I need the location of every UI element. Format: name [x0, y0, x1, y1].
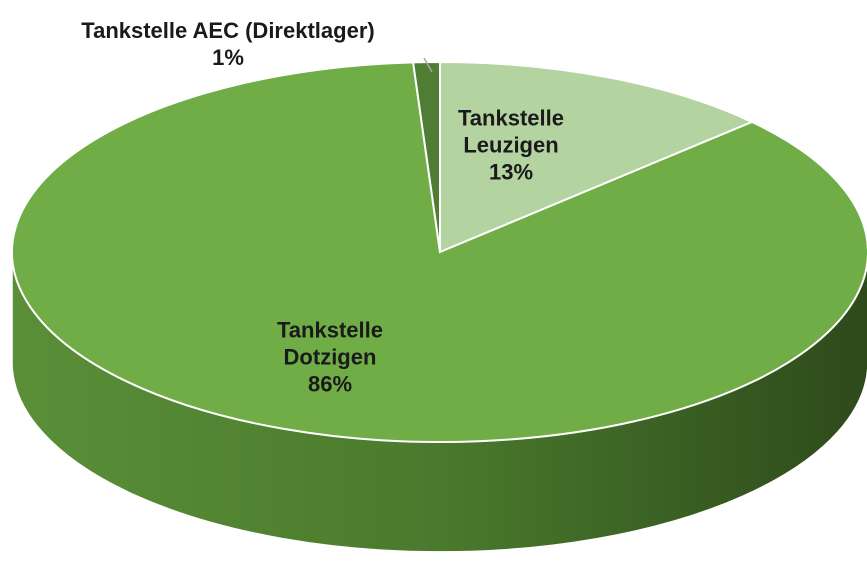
- label-value: 86%: [307, 371, 353, 397]
- label-name: Tankstelle AEC (Direktlager): [81, 18, 375, 43]
- pie-slice: [439, 60, 755, 254]
- data-label: Tankstelle Leuzigen 13%: [436, 105, 586, 186]
- label-name: Tankstelle Leuzigen: [458, 105, 564, 158]
- label-name: Tankstelle Dotzigen: [277, 317, 383, 370]
- data-label: Tankstelle Dotzigen 86%: [255, 317, 405, 398]
- data-label: Tankstelle AEC (Direktlager) 1%: [18, 17, 438, 71]
- label-value: 1%: [212, 45, 244, 70]
- label-value: 13%: [488, 159, 534, 185]
- leader-line: [423, 57, 433, 73]
- pie-slice: [11, 61, 867, 443]
